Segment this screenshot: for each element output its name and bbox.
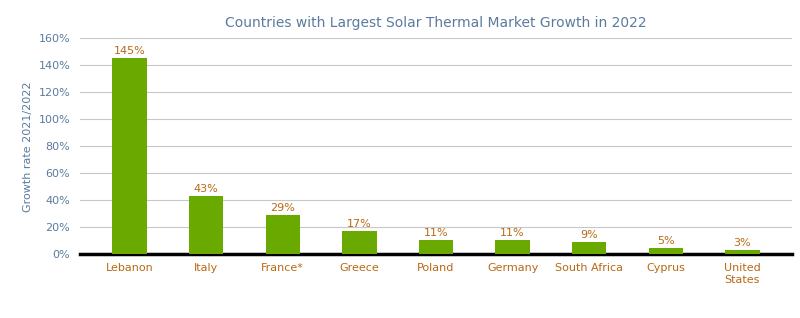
Text: 9%: 9% [580,230,598,240]
Bar [495,239,530,254]
Bar [649,248,683,254]
Y-axis label: Growth rate 2021/2022: Growth rate 2021/2022 [23,81,33,211]
Bar [418,239,454,254]
Text: 17%: 17% [347,219,372,229]
Bar [112,59,147,254]
Text: 11%: 11% [500,227,525,238]
Bar [342,232,377,254]
Text: 145%: 145% [114,46,146,56]
Text: 43%: 43% [194,184,218,194]
Text: 29%: 29% [270,203,295,213]
Bar [266,215,300,254]
Text: 5%: 5% [657,236,674,245]
Title: Countries with Largest Solar Thermal Market Growth in 2022: Countries with Largest Solar Thermal Mar… [225,16,647,30]
Bar [189,196,223,254]
Text: 11%: 11% [424,227,448,238]
Text: 3%: 3% [734,238,751,248]
Bar [725,250,760,254]
Bar [572,242,606,254]
